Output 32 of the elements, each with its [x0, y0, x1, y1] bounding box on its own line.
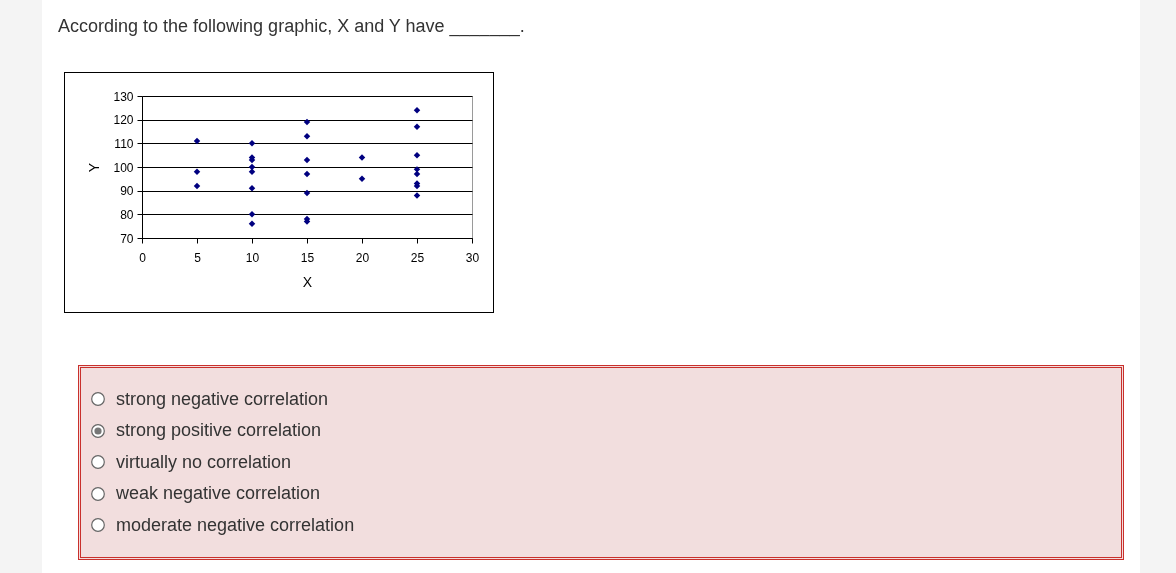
point [248, 163, 256, 171]
point [303, 132, 311, 140]
point [193, 182, 201, 190]
point [193, 137, 201, 145]
point [413, 123, 421, 131]
point [303, 156, 311, 164]
x-tick-label: 30 [465, 250, 480, 265]
y-tick-label: 70 [120, 231, 134, 246]
point [413, 151, 421, 159]
point [303, 170, 311, 178]
point [413, 170, 421, 178]
x-tick-label: 20 [355, 250, 370, 265]
x-tick-label: 15 [300, 250, 315, 265]
x-tick-label: 25 [410, 250, 425, 265]
point [303, 118, 311, 126]
x-tick-label: 10 [245, 250, 260, 265]
point [413, 106, 421, 114]
x-tick-label: 0 [139, 250, 147, 265]
y-tick-label: 100 [113, 160, 134, 175]
y-tick-label: 130 [113, 89, 134, 104]
point [248, 220, 256, 228]
point [303, 189, 311, 197]
x-axis-title: X [302, 273, 313, 290]
y-tick-label: 120 [113, 113, 134, 128]
point [358, 175, 366, 183]
y-tick-label: 80 [120, 207, 134, 222]
chart-title: According to the following graphic, X and Y have _______. [58, 16, 525, 37]
y-tick-label: 90 [120, 184, 134, 199]
y-tick-label: 110 [114, 136, 134, 151]
answer-panel: strong negative correlation strong positive correlation virtually no correlation weak negative correlation moderate negative correlation [78, 365, 1124, 560]
y-axis-title: Y [86, 162, 103, 173]
x-tick-label: 5 [194, 250, 202, 265]
